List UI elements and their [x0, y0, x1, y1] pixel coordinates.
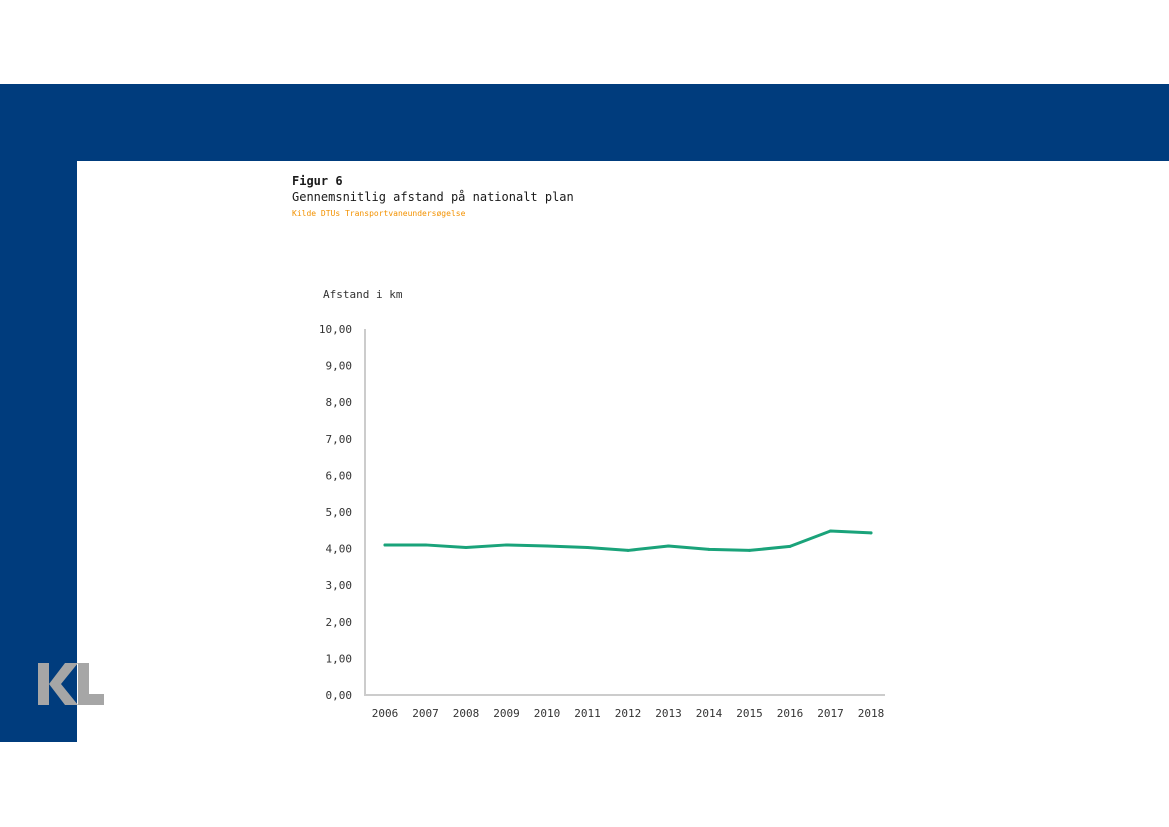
y-tick-label: 4,00 — [326, 543, 353, 556]
y-tick-label: 10,00 — [319, 323, 352, 336]
figure-label: Figur 6 — [292, 174, 343, 188]
data-point — [748, 548, 751, 552]
data-point — [829, 529, 832, 533]
data-point — [505, 543, 508, 547]
x-tick-label: 2016 — [777, 707, 804, 720]
side-band — [0, 161, 77, 742]
y-tick-label: 2,00 — [326, 616, 353, 629]
y-tick-label: 8,00 — [326, 396, 353, 409]
figure-source: Kilde DTUs Transportvaneundersøgelse — [292, 209, 466, 218]
data-point — [707, 547, 711, 551]
y-tick-label: 0,00 — [326, 689, 353, 702]
y-tick-label: 9,00 — [326, 360, 353, 373]
header-band — [0, 84, 1169, 161]
data-point — [383, 543, 387, 547]
x-tick-label: 2010 — [534, 707, 561, 720]
y-tick-label: 7,00 — [326, 433, 353, 446]
data-point — [869, 531, 873, 535]
data-point — [788, 544, 792, 548]
y-tick-label: 3,00 — [326, 579, 353, 592]
data-point — [586, 546, 589, 550]
y-tick-labels: 0,00 1,00 2,00 3,00 4,00 5,00 6,00 7,00 8,00 9,00… — [319, 323, 352, 702]
x-tick-label: 2008 — [453, 707, 480, 720]
x-tick-label: 2006 — [372, 707, 399, 720]
y-tick-label: 1,00 — [326, 652, 353, 665]
kl-logo: KL — [38, 663, 104, 705]
series-line — [383, 529, 873, 552]
x-tick-label: 2015 — [736, 707, 763, 720]
data-point — [667, 544, 670, 548]
x-tick-label: 2017 — [817, 707, 844, 720]
data-point — [626, 548, 630, 552]
x-tick-labels: 2006 2007 2008 2009 2010 2011 2012 2013 2014 2015… — [372, 707, 885, 720]
data-point — [545, 544, 549, 548]
x-tick-label: 2011 — [574, 707, 601, 720]
x-tick-label: 2018 — [858, 707, 885, 720]
data-point — [424, 543, 427, 547]
x-tick-label: 2014 — [696, 707, 723, 720]
y-tick-label: 6,00 — [326, 469, 353, 482]
series-group — [383, 529, 873, 552]
content-card — [77, 161, 1169, 742]
figure-title: Gennemsnitlig afstand på nationalt plan — [292, 190, 574, 204]
y-axis-label: Afstand i km — [323, 288, 403, 301]
data-point — [464, 546, 468, 550]
x-tick-label: 2013 — [655, 707, 682, 720]
x-tick-label: 2007 — [412, 707, 439, 720]
y-tick-label: 5,00 — [326, 506, 353, 519]
x-tick-label: 2012 — [615, 707, 642, 720]
x-tick-label: 2009 — [493, 707, 520, 720]
